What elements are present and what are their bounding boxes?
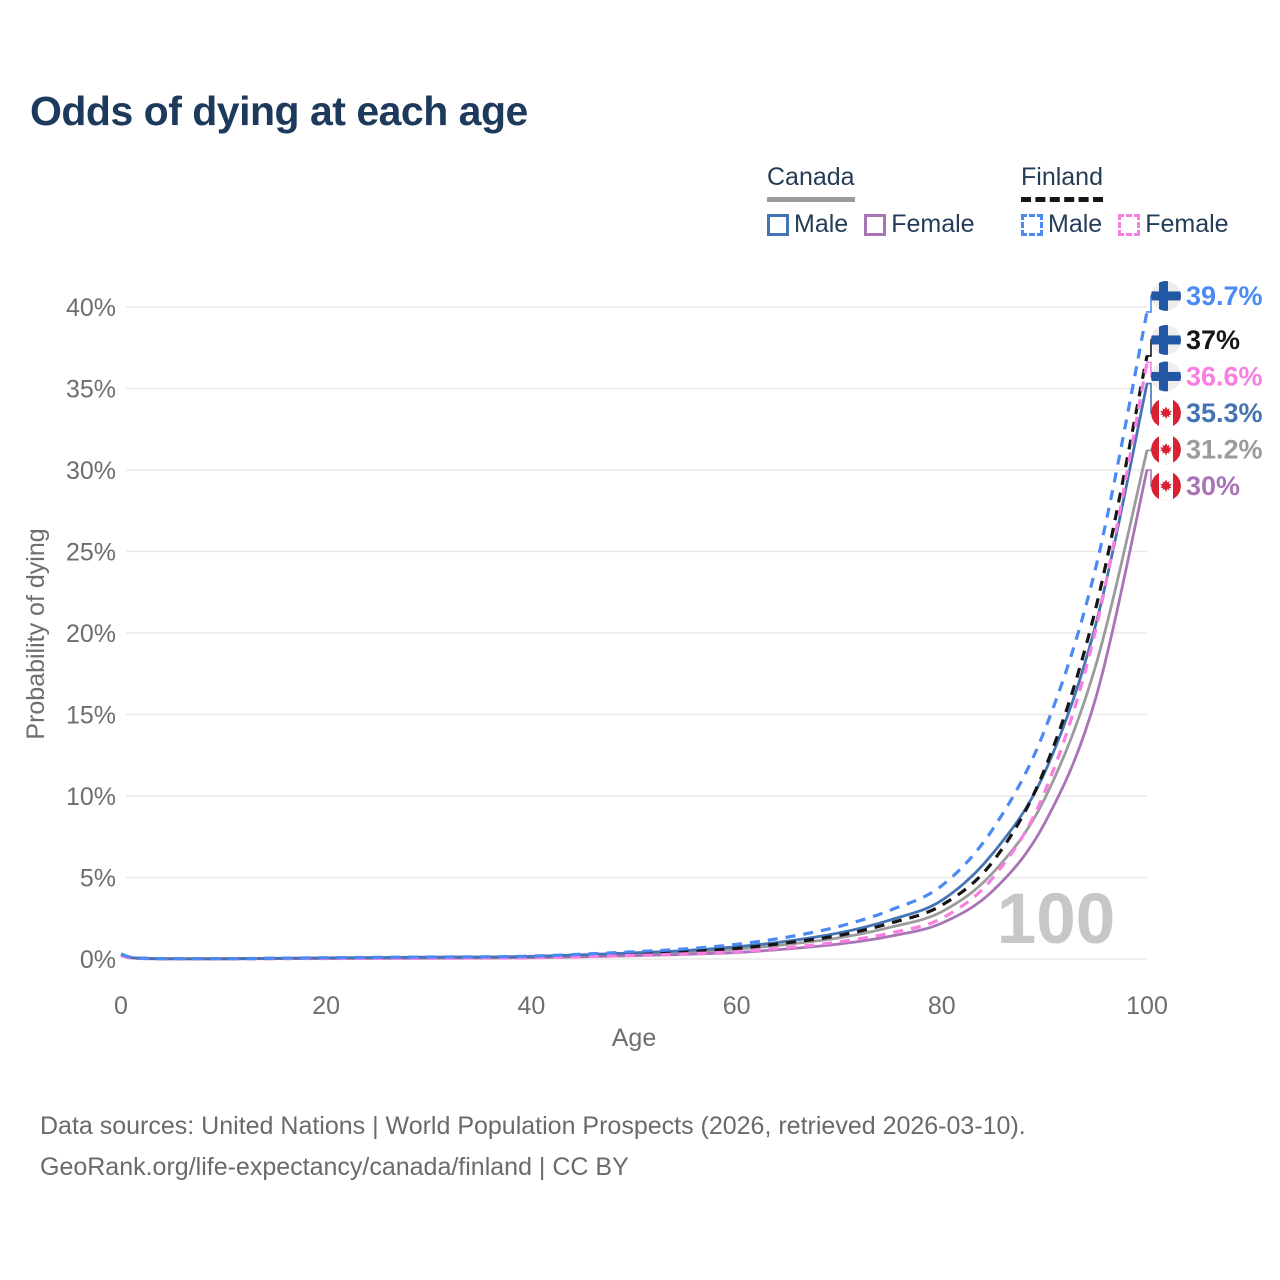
canada-flag-icon xyxy=(1151,397,1181,428)
y-axis-tick-labels: 0% 5% 10% 15% 20% 25% 30% 35% 40% xyxy=(66,294,116,974)
series-line-finland-total[interactable] xyxy=(120,355,1149,961)
finland-flag-icon xyxy=(1151,324,1181,355)
legend-item-canada-male[interactable]: Male xyxy=(767,210,848,239)
y-tick-label: 15% xyxy=(66,702,116,730)
finland-flag-icon xyxy=(1151,361,1181,392)
page-title: Odds of dying at each age xyxy=(30,88,528,134)
x-tick-label: 40 xyxy=(517,992,545,1020)
finland-female-swatch-icon xyxy=(1118,213,1141,236)
x-tick-label: 100 xyxy=(1126,992,1168,1020)
legend-item-label: Female xyxy=(1145,210,1229,238)
y-tick-label: 40% xyxy=(66,294,116,322)
legend-item-finland-male[interactable]: Male xyxy=(1021,210,1102,239)
legend-item-finland-female[interactable]: Female xyxy=(1118,210,1229,239)
hover-age-watermark: 100 xyxy=(997,880,1115,959)
legend-group-title-canada[interactable]: Canada xyxy=(767,163,855,202)
series-line-canada-total[interactable] xyxy=(120,450,1149,961)
y-tick-label: 10% xyxy=(66,783,116,811)
end-value-label-canada-male: 35.3% xyxy=(1186,398,1263,428)
canada-flag-icon xyxy=(1151,470,1181,501)
y-tick-label: 20% xyxy=(66,620,116,648)
end-value-label-canada-total: 31.2% xyxy=(1186,434,1263,464)
x-axis-tick-labels: 0 20 40 60 80 100 xyxy=(114,992,1168,1020)
x-tick-label: 80 xyxy=(928,992,956,1020)
x-tick-label: 60 xyxy=(723,992,751,1020)
legend-item-label: Female xyxy=(891,210,975,238)
legend-group-finland: Finland Male Female xyxy=(1021,163,1229,239)
canada-female-swatch-icon xyxy=(864,213,887,236)
y-axis-title: Probability of dying xyxy=(22,528,50,739)
y-tick-label: 0% xyxy=(80,946,116,974)
y-tick-label: 30% xyxy=(66,457,116,485)
finland-flag-icon xyxy=(1151,280,1181,311)
series-line-finland-female[interactable] xyxy=(120,362,1149,961)
y-tick-label: 35% xyxy=(66,376,116,404)
series-curves xyxy=(120,311,1149,961)
legend-group-title-finland[interactable]: Finland xyxy=(1021,163,1103,202)
x-tick-label: 0 xyxy=(114,992,128,1020)
y-tick-label: 25% xyxy=(66,539,116,567)
end-value-label-finland-female: 36.6% xyxy=(1186,361,1263,391)
footer-data-sources: Data sources: United Nations | World Pop… xyxy=(40,1112,1026,1140)
x-tick-label: 20 xyxy=(312,992,340,1020)
gridlines xyxy=(126,306,1147,960)
y-tick-label: 5% xyxy=(80,865,116,893)
finland-male-swatch-icon xyxy=(1021,213,1043,236)
x-axis-title: Age xyxy=(612,1024,656,1052)
legend-group-canada: Canada Male Female xyxy=(767,163,975,239)
legend-item-canada-female[interactable]: Female xyxy=(864,210,975,239)
end-labels: 39.7% 37% 36.6% 35.3% 31.2% 30% xyxy=(1146,280,1263,501)
series-line-finland-male[interactable] xyxy=(120,311,1149,961)
footer-attribution: GeoRank.org/life-expectancy/canada/finla… xyxy=(40,1153,629,1181)
end-value-label-canada-female: 30% xyxy=(1186,471,1240,501)
end-value-label-finland-total: 37% xyxy=(1186,325,1240,355)
canada-male-swatch-icon xyxy=(767,213,789,236)
legend-item-label: Male xyxy=(794,210,849,238)
legend-item-label: Male xyxy=(1048,210,1103,238)
canada-flag-icon xyxy=(1151,434,1181,465)
end-value-label-finland-male: 39.7% xyxy=(1186,281,1263,311)
footer: Data sources: United Nations | World Pop… xyxy=(40,1106,1026,1188)
